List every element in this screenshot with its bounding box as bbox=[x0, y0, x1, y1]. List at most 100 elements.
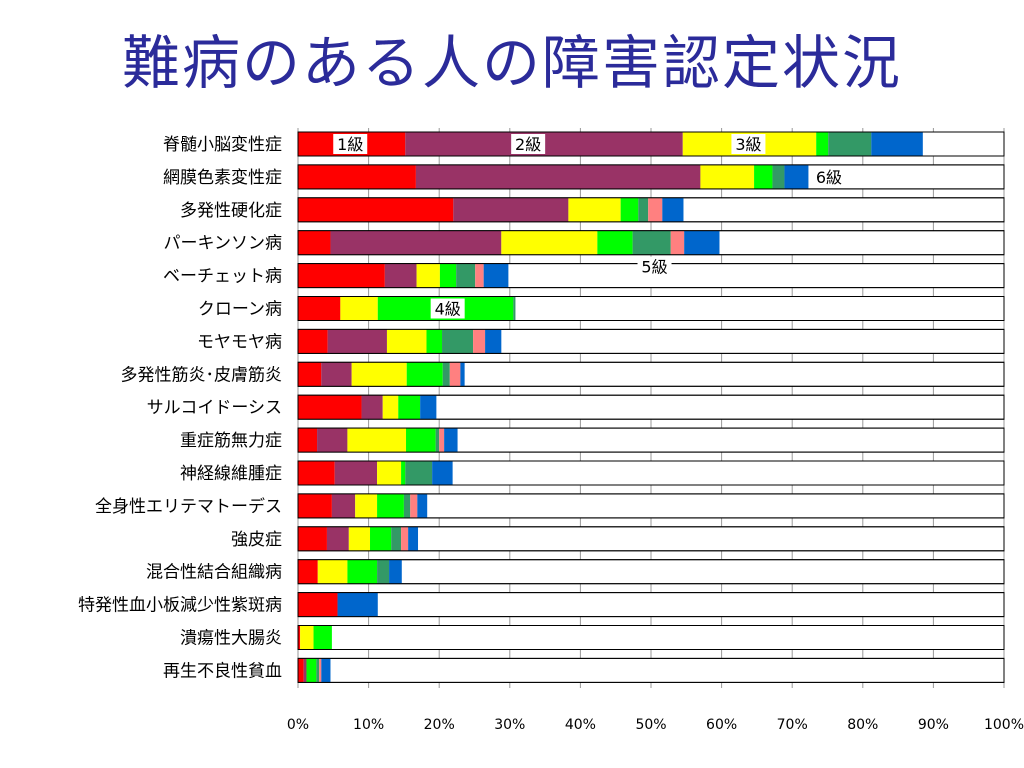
category-label: 特発性血小板減少性紫斑病 bbox=[78, 596, 282, 616]
bar-segment bbox=[442, 329, 474, 354]
x-tick-label: 0% bbox=[287, 717, 309, 733]
bar-segment bbox=[784, 164, 809, 189]
bar-segment bbox=[298, 658, 304, 683]
bar-segment bbox=[389, 559, 402, 584]
bar-segment bbox=[298, 592, 338, 617]
bar-segment bbox=[405, 461, 433, 485]
bar-segment bbox=[416, 263, 440, 288]
bar-segment bbox=[449, 362, 461, 387]
annotation-background bbox=[811, 166, 846, 187]
category-labels: 脊髄小脳変性症網膜色素変性症多発性硬化症パーキンソン病ベーチェット病クローン病モ… bbox=[78, 135, 282, 681]
bar-segment bbox=[700, 164, 755, 189]
x-tick-labels: 0% 10% 20% 30% 40% 50% 60% 70% 80% 90% 100% bbox=[287, 717, 1024, 733]
x-tick-label: 90% bbox=[918, 717, 949, 733]
bar-segment bbox=[754, 164, 773, 189]
bar-segment bbox=[321, 658, 331, 683]
annotation-label: 6級 bbox=[816, 168, 842, 187]
bar-segment bbox=[439, 428, 445, 453]
bar-outline bbox=[297, 625, 1005, 650]
bar-segment bbox=[444, 428, 458, 453]
bar-segment bbox=[401, 526, 409, 551]
bar-segment bbox=[401, 461, 406, 485]
category-label: 混合性結合組織病 bbox=[146, 563, 282, 583]
annotation-label: 1級 bbox=[337, 135, 363, 154]
bar-segment bbox=[326, 526, 349, 551]
bar-segment bbox=[871, 132, 923, 156]
bar-outline bbox=[297, 296, 1005, 321]
bar-segment bbox=[501, 230, 598, 255]
bar-segment bbox=[620, 197, 639, 222]
bar-outline bbox=[297, 131, 1005, 157]
bar-segment bbox=[355, 493, 378, 518]
bar-outline bbox=[297, 592, 1005, 618]
bar-segment bbox=[298, 428, 318, 453]
bar-outline bbox=[297, 657, 1005, 683]
bar-segment bbox=[377, 461, 402, 485]
bar-segment bbox=[321, 362, 352, 387]
bar-background bbox=[297, 625, 1005, 650]
bar-segment bbox=[417, 493, 428, 518]
bar-segment bbox=[391, 526, 402, 551]
x-tick-label: 70% bbox=[777, 717, 808, 733]
bar-segment bbox=[382, 395, 399, 420]
category-label: 多発性硬化症 bbox=[180, 201, 282, 221]
annotation-background bbox=[333, 134, 368, 154]
x-tick-label: 40% bbox=[565, 717, 596, 733]
bar-outline bbox=[297, 526, 1005, 552]
annotations: 1級 2級 3級 6級 5級 4級 bbox=[333, 134, 846, 319]
bar-segment bbox=[670, 230, 685, 255]
x-tick-label: 80% bbox=[847, 717, 878, 733]
bar-segment bbox=[298, 197, 454, 222]
bar-segment bbox=[828, 132, 872, 156]
bar-background bbox=[297, 592, 1005, 618]
bar-segment bbox=[483, 263, 509, 288]
category-label: モヤモヤ病 bbox=[197, 332, 282, 352]
bar-segment bbox=[384, 263, 417, 288]
bar-outline bbox=[297, 328, 1005, 354]
category-label: 網膜色素変性症 bbox=[163, 168, 282, 188]
bar-segment bbox=[684, 230, 720, 255]
bar-segment bbox=[816, 132, 829, 156]
bar-segment bbox=[460, 362, 465, 387]
bar-segment bbox=[298, 526, 327, 551]
category-label: 脊髄小脳変性症 bbox=[163, 135, 282, 155]
bar-segment bbox=[386, 329, 427, 354]
bar-segment bbox=[648, 197, 663, 222]
annotation-label: 3級 bbox=[735, 135, 761, 154]
bar-segment bbox=[298, 296, 341, 321]
x-tick-label: 30% bbox=[494, 717, 525, 733]
bar-segment bbox=[319, 658, 322, 683]
x-tick-label: 50% bbox=[635, 717, 666, 733]
category-label: クローン病 bbox=[198, 300, 282, 320]
bar-outline bbox=[297, 427, 1005, 453]
bar-segment bbox=[475, 263, 484, 288]
bar-segment bbox=[568, 197, 621, 222]
bar-segment bbox=[298, 625, 301, 650]
bar-segment bbox=[398, 395, 421, 420]
bar-segment bbox=[435, 428, 440, 453]
bar-segment bbox=[406, 428, 436, 453]
category-label: 再生不良性貧血 bbox=[163, 661, 282, 681]
bar-outline bbox=[297, 394, 1005, 420]
category-label: ベーチェット病 bbox=[163, 267, 282, 287]
bar-segment bbox=[298, 230, 331, 255]
category-label: 多発性筋炎･皮膚筋炎 bbox=[121, 365, 283, 385]
bar-background bbox=[297, 559, 1005, 585]
bar-segment bbox=[772, 164, 785, 189]
bar-segment bbox=[298, 461, 335, 485]
bar-segment bbox=[298, 263, 385, 288]
bar-segment bbox=[330, 230, 502, 255]
bar-segment bbox=[439, 263, 457, 288]
bar-segment bbox=[420, 395, 437, 420]
bar-segment bbox=[406, 362, 443, 387]
x-tick-label: 60% bbox=[706, 717, 737, 733]
bar-segment bbox=[298, 493, 332, 518]
annotation-background bbox=[637, 256, 672, 277]
bar-segment bbox=[298, 362, 322, 387]
category-label: 全身性エリテマトーデス bbox=[95, 496, 282, 517]
bar-outline bbox=[297, 559, 1005, 585]
bar-segment bbox=[453, 197, 569, 222]
bar-segment bbox=[298, 559, 318, 584]
bar-segment bbox=[415, 164, 701, 189]
category-label: サルコイドーシス bbox=[147, 398, 282, 418]
